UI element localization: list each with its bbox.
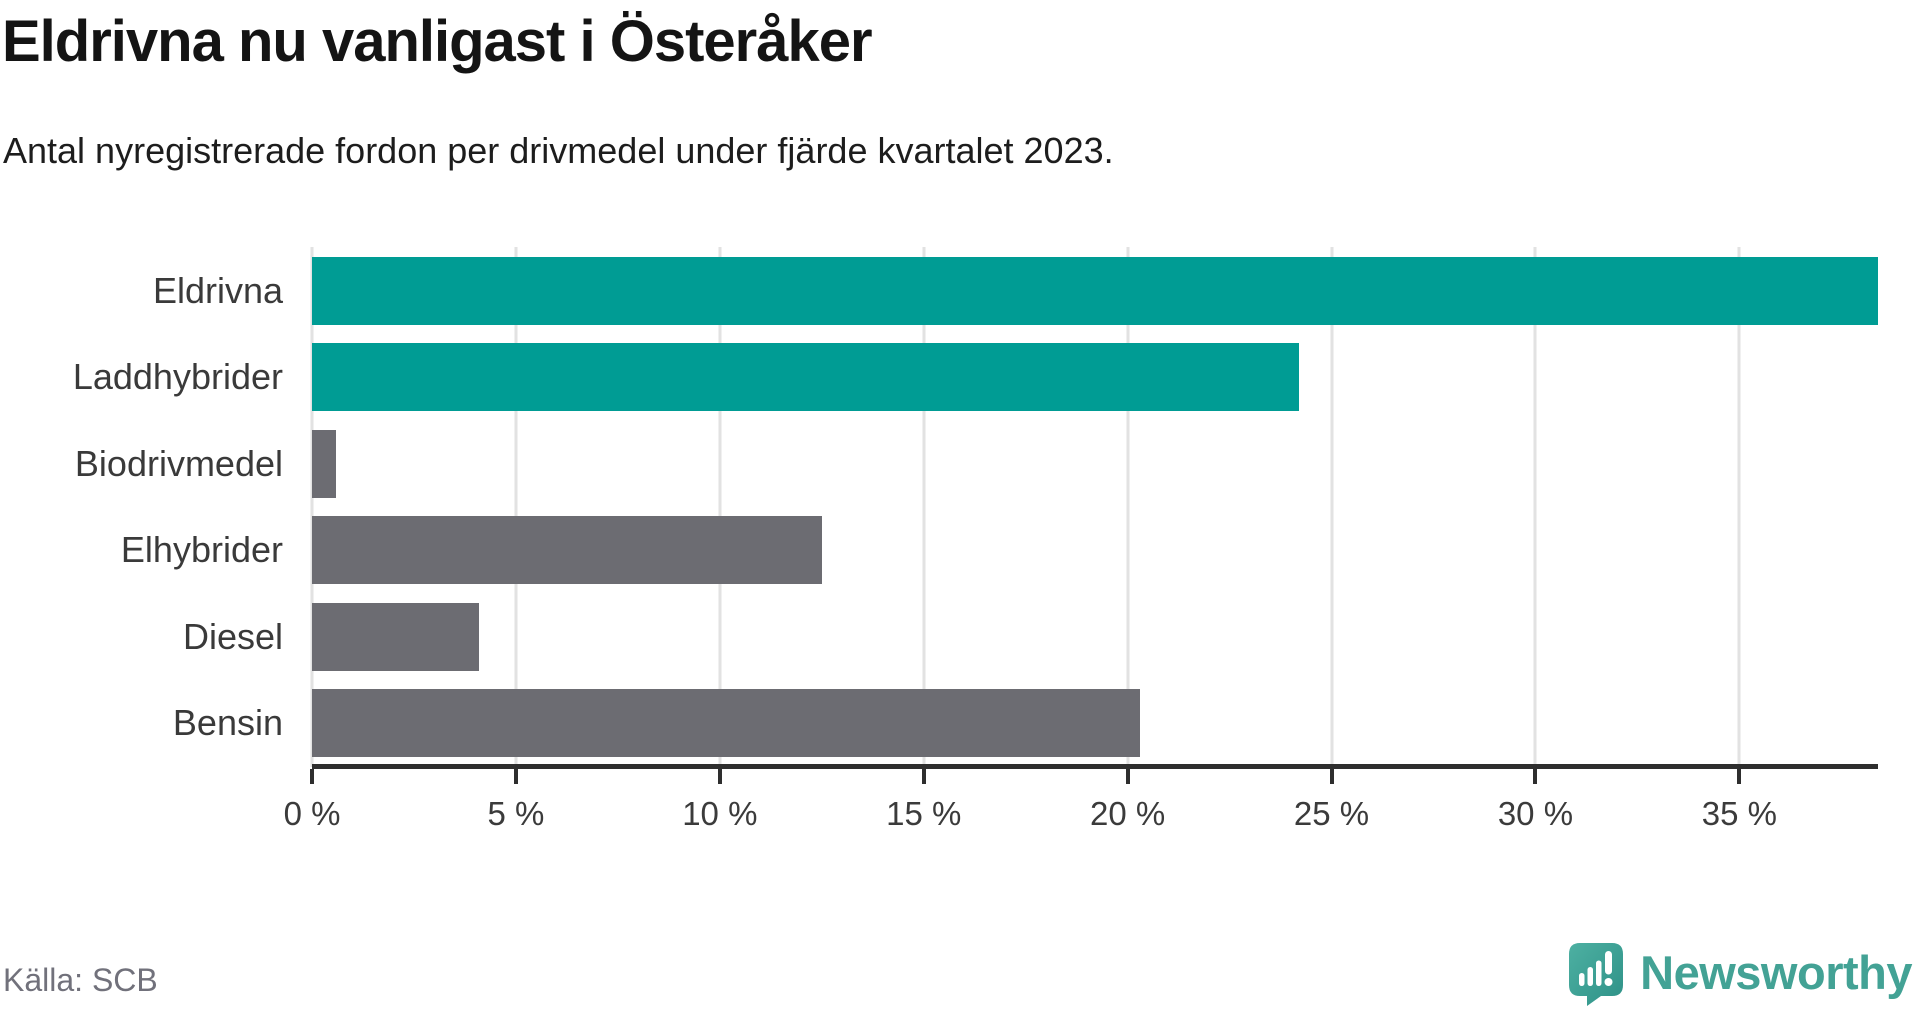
category-label: Bensin bbox=[172, 702, 283, 743]
brand-wordmark: Newsworthy bbox=[1640, 945, 1912, 999]
bar-diesel bbox=[312, 602, 480, 671]
axis-tick-label: 30 % bbox=[1497, 795, 1574, 832]
chart-subtitle: Antal nyregistrerade fordon per drivmede… bbox=[3, 130, 1114, 171]
axis-tick-mark bbox=[310, 769, 314, 784]
source-note: Källa: SCB bbox=[3, 962, 158, 998]
bar-laddhybrider bbox=[312, 343, 1299, 412]
axis-tick-mark bbox=[1329, 769, 1334, 784]
gridline bbox=[514, 247, 518, 767]
bar-eldrivna bbox=[312, 257, 1878, 325]
axis-tick-mark bbox=[1737, 769, 1742, 784]
axis-tick-label: 15 % bbox=[886, 795, 962, 832]
chart-title: Eldrivna nu vanligast i Österåker bbox=[2, 9, 873, 74]
brand-logo: Newsworthy bbox=[1568, 942, 1912, 1006]
axis-tick-label: 35 % bbox=[1701, 795, 1777, 832]
category-axis: Eldrivna Laddhybrider Biodrivmedel Elhybrid… bbox=[0, 247, 295, 767]
plot-area bbox=[310, 247, 1878, 767]
bar-bensin bbox=[312, 689, 1140, 757]
gridline bbox=[922, 247, 926, 767]
axis-tick-mark bbox=[717, 769, 722, 784]
newsworthy-pin-chart-icon bbox=[1569, 943, 1624, 1006]
value-axis: 0 % 5 % 10 % 15 % 20 % 25 % 30 % 35 % bbox=[284, 764, 1878, 874]
axis-tick-mark bbox=[1125, 769, 1130, 784]
category-label: Eldrivna bbox=[152, 270, 283, 311]
gridline bbox=[310, 247, 314, 767]
axis-tick-label: 5 % bbox=[487, 795, 545, 832]
bar-elhybrider bbox=[312, 516, 822, 585]
axis-tick-mark bbox=[1533, 769, 1538, 784]
category-label: Elhybrider bbox=[120, 529, 283, 571]
axis-tick-label: 20 % bbox=[1090, 795, 1166, 832]
gridline bbox=[1737, 247, 1741, 767]
gridline bbox=[1126, 247, 1130, 767]
category-label: Laddhybrider bbox=[72, 356, 283, 398]
axis-tick-label: 25 % bbox=[1293, 795, 1370, 832]
category-label: Biodrivmedel bbox=[74, 442, 283, 484]
bar-biodrivmedel bbox=[312, 429, 337, 498]
gridline bbox=[1533, 247, 1537, 767]
axis-tick-label: 0 % bbox=[283, 795, 341, 832]
gridline bbox=[718, 247, 722, 767]
category-label: Diesel bbox=[182, 615, 283, 657]
axis-tick-mark bbox=[513, 769, 518, 784]
axis-line bbox=[312, 764, 1878, 769]
gridline bbox=[1330, 247, 1334, 767]
axis-tick-mark bbox=[921, 769, 926, 784]
axis-tick-label: 10 % bbox=[682, 795, 758, 832]
